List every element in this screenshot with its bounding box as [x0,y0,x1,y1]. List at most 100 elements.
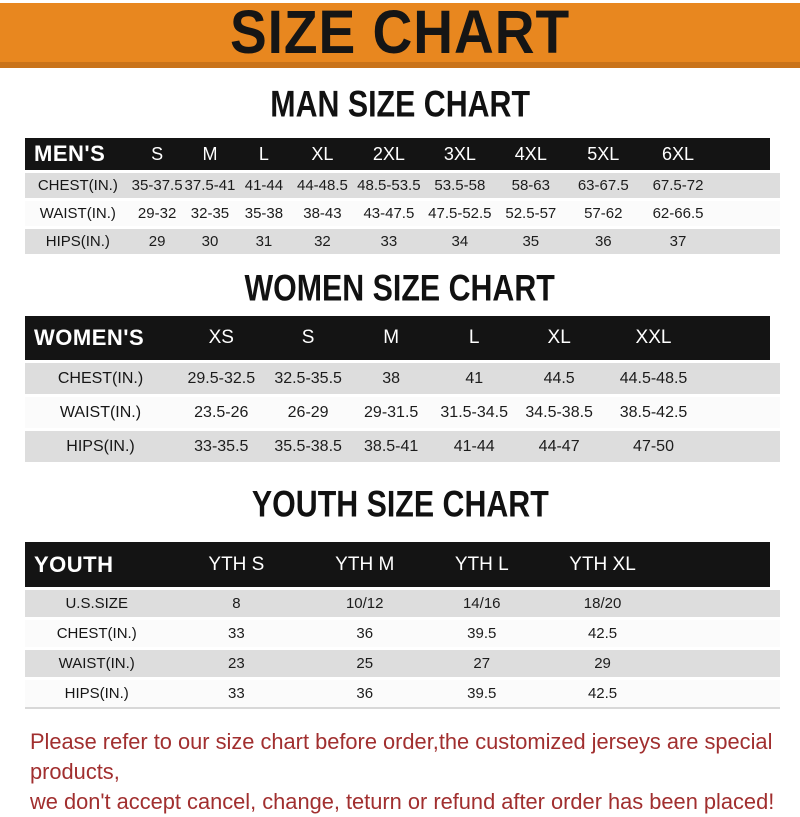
size-cell: 36 [594,233,612,250]
size-cell: 29-32 [137,205,177,222]
table-row: U.S.SIZE 8 10/12 14/16 18/20 [25,588,780,619]
table-row: WAIST(IN.) 23.5-26 26-29 29-31.5 31.5-34.5 34… [25,395,780,430]
size-cell: 44.5 [543,369,575,387]
size-cell: 26-29 [287,403,329,421]
table-row: WAIST(IN.) 23 25 27 29 [25,648,780,679]
men-size-table: MEN'S S M L XL 2XL 3XL 4XL 5XL 6XL CHEST(IN.) 35-37… [25,138,791,255]
row-filler [716,200,780,228]
table-row: CHEST(IN.) 33 36 39.5 42.5 [25,618,780,649]
row-filler [667,589,780,619]
header-filler [666,542,791,589]
column-header: 2XL [372,143,405,164]
row-filler [704,362,780,396]
size-cell: 52.5-57 [505,205,557,222]
size-cell: 44.5-48.5 [619,369,688,387]
column-header: S [151,143,164,164]
row-filler [716,228,780,255]
size-cell: 39.5 [467,625,497,642]
size-cell: 33-35.5 [194,437,249,455]
column-header: XS [208,327,234,348]
size-cell: 58-63 [511,177,550,194]
row-filler [667,649,780,679]
size-cell: 29.5-32.5 [187,369,256,387]
size-cell: 38.5-42.5 [619,403,688,421]
size-cell: 33 [228,625,245,642]
size-cell: 31.5-34.5 [440,403,509,421]
size-cell: 37.5-41 [184,177,236,194]
size-cell: 43-47.5 [363,205,415,222]
table-row: HIPS(IN.) 29 30 31 32 33 34 35 36 37 [25,227,780,255]
size-cell: 63-67.5 [577,177,629,194]
size-cell: 30 [201,233,219,250]
men-size-chart-section: MAN SIZE CHART MEN'S S M L XL 2XL 3XL 4XL 5XL 6XL C… [0,83,800,255]
size-cell: 31 [255,233,273,250]
row-label: CHEST(IN.) [57,369,144,387]
row-filler [667,679,780,709]
row-label: CHEST(IN.) [56,625,137,642]
size-cell: 41-44 [453,437,495,455]
column-header: XXL [635,327,672,348]
column-header: L [468,327,480,348]
size-cell: 38-43 [303,205,342,222]
size-cell: 29 [594,655,611,672]
column-header: 6XL [662,143,695,164]
size-cell: 23.5-26 [194,403,249,421]
section-heading: YOUTH SIZE CHART [251,482,549,525]
size-cell: 47.5-52.5 [428,205,492,222]
table-header-row: YOUTH YTH S YTH M YTH L YTH XL [25,542,791,589]
size-cell: 36 [356,685,374,702]
table-header-label: MEN'S [34,141,106,166]
column-header: YTH XL [569,553,636,575]
size-chart-sections: MAN SIZE CHART MEN'S S M L XL 2XL 3XL 4XL 5XL 6XL C… [0,83,800,709]
table-header-row: WOMEN'S XS S M L XL XXL [25,316,790,362]
column-header: XL [311,143,334,164]
column-header: 3XL [443,143,476,164]
column-header: YTH S [208,553,265,575]
size-cell: 29 [148,233,166,250]
column-header: YTH L [454,553,509,575]
row-label: HIPS(IN.) [64,685,129,702]
size-cell: 34 [451,233,469,250]
column-header: XL [547,327,571,348]
size-cell: 33 [380,233,398,250]
size-cell: 42.5 [587,685,618,702]
table-header-label: YOUTH [34,551,114,577]
table-header-label: WOMEN'S [34,325,145,350]
size-cell: 10/12 [345,595,384,612]
size-cell: 38 [382,369,401,387]
table-header-row: MEN'S S M L XL 2XL 3XL 4XL 5XL 6XL [25,138,791,172]
size-cell: 38.5-41 [364,437,419,455]
size-cell: 37 [669,233,687,250]
size-cell: 39.5 [467,685,497,702]
size-cell: 62-66.5 [652,205,704,222]
section-heading: WOMEN SIZE CHART [244,266,556,309]
column-header: M [202,143,218,164]
size-cell: 25 [356,655,374,672]
size-cell: 35 [522,233,540,250]
header-filler [704,316,790,362]
size-cell: 32-35 [190,205,230,222]
size-cell: 35-37.5 [131,177,183,194]
size-cell: 35.5-38.5 [274,437,342,455]
row-label: WAIST(IN.) [58,655,135,672]
table-row: WAIST(IN.) 29-32 32-35 35-38 38-43 43-47.5 47.… [25,199,780,228]
row-filler [716,172,780,200]
row-label: WAIST(IN.) [39,205,116,222]
column-header: 5XL [587,143,620,164]
column-header: 4XL [514,143,547,164]
size-cell: 32 [314,233,331,250]
size-cell: 33 [228,685,245,702]
size-cell: 32.5-35.5 [274,369,342,387]
size-cell: 44-48.5 [297,177,348,194]
row-label: U.S.SIZE [65,595,128,612]
footer-line-2: we don't accept cancel, change, teturn o… [30,789,775,814]
footer-note: Please refer to our size chart before or… [30,727,800,817]
row-label: CHEST(IN.) [37,177,118,194]
row-filler [667,619,780,649]
size-cell: 14/16 [462,595,501,612]
size-cell: 34.5-38.5 [525,403,593,421]
row-label: HIPS(IN.) [66,437,135,455]
row-filler [704,396,780,430]
size-cell: 67.5-72 [652,177,704,194]
size-cell: 18/20 [583,595,622,612]
